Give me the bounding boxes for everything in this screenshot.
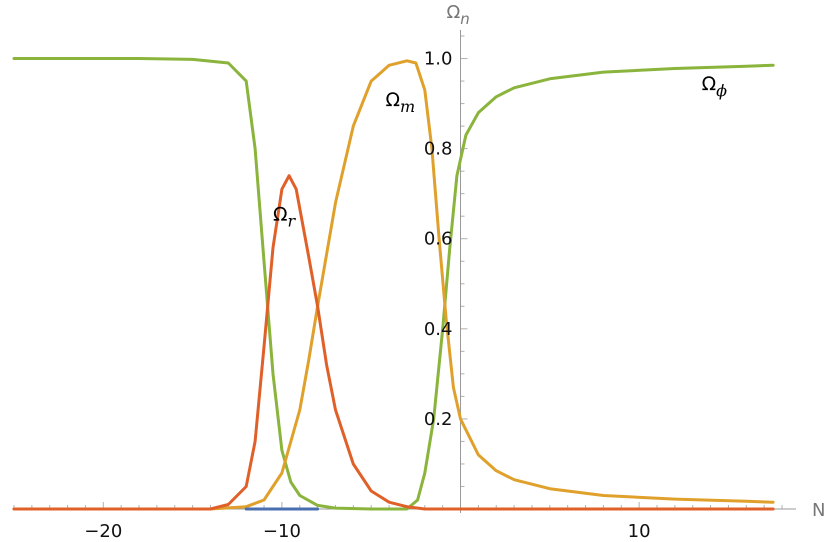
y-tick-label: 1.0	[424, 49, 453, 70]
y-tick-label: 0.8	[424, 139, 453, 160]
y-tick-label: 0.2	[424, 409, 453, 430]
series-labels: Ωϕ Ωm Ωr	[273, 73, 727, 231]
curves	[12, 57, 775, 511]
series-label-m: Ωm	[385, 89, 415, 116]
series-line-m	[12, 59, 775, 511]
series-label-ϕ: Ωϕ	[702, 73, 728, 100]
series-line-ϕ	[12, 57, 775, 511]
series-label-r: Ωr	[273, 204, 297, 231]
y-axis-title-base: Ω	[447, 2, 461, 23]
tick-labels: −20 −10 10 0.2 0.4 0.6 0.8 1.0	[84, 49, 650, 542]
x-tick-label: −20	[84, 521, 122, 542]
series-line-r	[12, 174, 775, 511]
y-axis-title-sub: n	[460, 10, 470, 28]
y-tick-label: 0.4	[424, 319, 453, 340]
x-tick-label: 10	[628, 521, 651, 542]
x-axis-title: N	[812, 500, 825, 521]
y-tick-label: 0.6	[424, 229, 453, 250]
x-tick-label: −10	[263, 521, 301, 542]
y-axis-title: Ωn	[447, 2, 470, 28]
